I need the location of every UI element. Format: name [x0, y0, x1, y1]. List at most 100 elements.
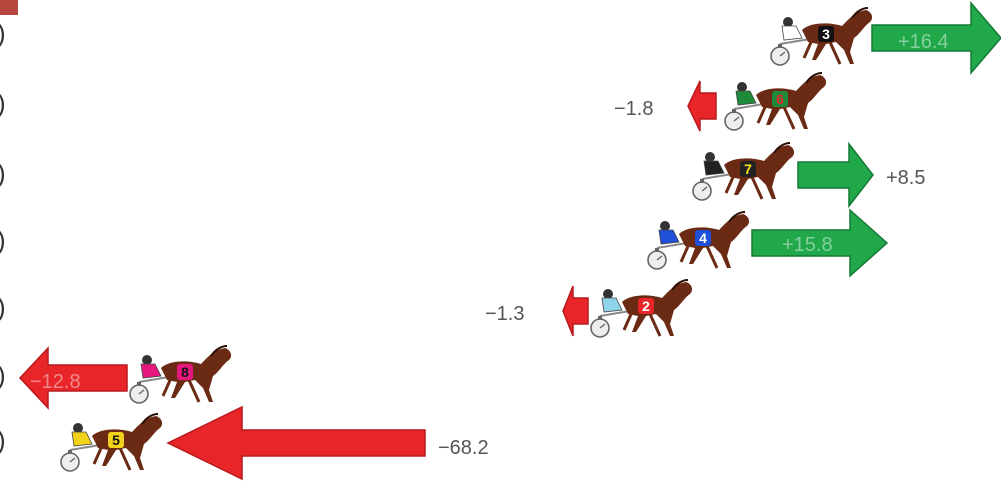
- horse-leg: [802, 39, 814, 59]
- row-bracket: ): [0, 425, 6, 456]
- loss-arrow: [562, 285, 589, 337]
- horse-leg: [92, 445, 104, 465]
- saddle-cloth: [818, 26, 834, 42]
- driver-helmet: [660, 221, 670, 231]
- horse-body: [92, 416, 163, 470]
- sulky-wheel-knob: [700, 179, 704, 183]
- row-bracket: ): [0, 360, 6, 391]
- driver-silks: [601, 297, 623, 313]
- row-bracket: ): [0, 18, 6, 49]
- driver-helmet: [705, 152, 715, 162]
- horse-leg: [648, 313, 662, 337]
- horse-mane: [141, 413, 159, 425]
- horse-leg: [828, 41, 842, 65]
- sulky-wheel-knob: [137, 382, 141, 386]
- runner-change-label: +15.8: [782, 234, 833, 256]
- horse-leg: [705, 245, 719, 269]
- sulky-wheel-knob: [732, 109, 736, 113]
- sulky-wheel-knob: [778, 44, 782, 48]
- horse-leg: [750, 176, 764, 200]
- sulky-wheel-hand: [656, 255, 663, 261]
- horse-mane: [210, 345, 228, 357]
- driver-silks: [781, 25, 803, 41]
- horse-sulky-icon: 4: [647, 211, 750, 270]
- sulky-wheel-hand: [69, 457, 76, 463]
- sulky-wheel-knob: [68, 450, 72, 454]
- sulky-wheel-hand: [138, 389, 145, 395]
- driver-helmet: [142, 355, 152, 365]
- saddle-number: 8: [181, 364, 189, 380]
- horse-mane: [773, 142, 791, 154]
- sulky-wheel-hand: [701, 186, 708, 192]
- driver-helmet: [603, 289, 613, 299]
- row-bracket: ): [0, 292, 6, 323]
- horse-leg: [679, 243, 691, 263]
- saddle-number: 6: [776, 91, 784, 107]
- horse-leg: [161, 377, 173, 397]
- saddle-number: 5: [112, 432, 120, 448]
- runner-change-label: +16.4: [898, 31, 949, 53]
- row-bracket: ): [0, 158, 6, 189]
- loss-arrow: [18, 346, 128, 410]
- saddle-cloth: [695, 230, 711, 246]
- horse-body: [756, 75, 827, 129]
- horse-leg: [724, 174, 736, 194]
- driver-silks: [658, 229, 680, 245]
- horse-sulky-icon: 3: [770, 7, 873, 66]
- driver-silks: [140, 363, 162, 379]
- runner-change-label: −12.8: [30, 371, 81, 393]
- runner-change-label: −68.2: [438, 437, 489, 459]
- sulky-wheel-hand: [733, 116, 740, 122]
- saddle-number: 3: [822, 26, 830, 42]
- saddle-number: 4: [699, 230, 707, 246]
- driver-helmet: [73, 423, 83, 433]
- loss-arrow: [166, 405, 426, 481]
- runner-change-label: −1.3: [485, 303, 525, 325]
- sulky-wheel-knob: [598, 316, 602, 320]
- loss-arrow: [687, 80, 717, 132]
- saddle-cloth: [177, 364, 193, 380]
- horse-body: [679, 214, 750, 268]
- horse-sulky-icon: 5: [60, 413, 163, 472]
- horse-sulky-icon: 2: [590, 279, 693, 338]
- horse-body: [724, 145, 795, 199]
- saddle-cloth: [638, 298, 654, 314]
- driver-helmet: [783, 17, 793, 27]
- row-bracket: ): [0, 225, 6, 256]
- horse-sulky-icon: 7: [692, 142, 795, 201]
- horse-leg: [187, 379, 201, 403]
- driver-silks: [71, 431, 93, 447]
- sulky-wheel-knob: [655, 248, 659, 252]
- horse-mane: [805, 72, 823, 84]
- gain-arrow: [797, 141, 874, 209]
- sulky-wheel-hand: [779, 51, 786, 57]
- horse-body: [161, 348, 232, 402]
- gain-arrow: [751, 208, 889, 278]
- horse-leg: [756, 104, 768, 124]
- horse-sulky-icon: 6: [724, 72, 827, 131]
- driver-helmet: [737, 82, 747, 92]
- gain-arrow: [871, 0, 1001, 76]
- saddle-cloth: [772, 91, 788, 107]
- runner-change-label: +8.5: [886, 167, 926, 189]
- row-bracket: ): [0, 88, 6, 119]
- horse-leg: [782, 106, 796, 130]
- runner-change-label: −1.8: [614, 98, 654, 120]
- saddle-cloth: [108, 432, 124, 448]
- saddle-number: 2: [642, 298, 650, 314]
- horse-sulky-icon: 8: [129, 345, 232, 404]
- horse-mane: [671, 279, 689, 291]
- saddle-number: 7: [744, 161, 752, 177]
- corner-marker: [0, 0, 18, 15]
- saddle-cloth: [740, 161, 756, 177]
- horse-mane: [728, 211, 746, 223]
- sulky-wheel-hand: [599, 323, 606, 329]
- driver-silks: [703, 160, 725, 176]
- horse-mane: [851, 7, 869, 19]
- horse-leg: [622, 311, 634, 331]
- horse-body: [622, 282, 693, 336]
- driver-silks: [735, 90, 757, 106]
- horse-body: [802, 10, 873, 64]
